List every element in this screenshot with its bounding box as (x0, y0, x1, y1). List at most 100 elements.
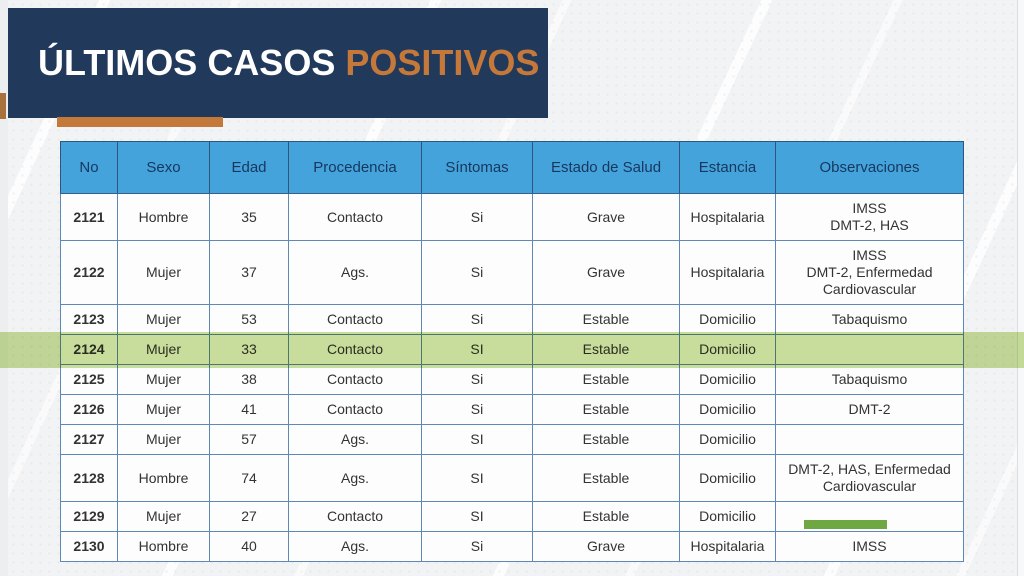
slide-right-margin (1017, 0, 1024, 576)
cell-procedencia: Ags. (288, 240, 422, 305)
cell-procedencia: Ags. (288, 531, 422, 562)
page-title: ÚLTIMOS CASOS POSITIVOS (38, 42, 539, 84)
cell-sexo: Mujer (117, 334, 210, 365)
observaciones-line: IMSS (852, 247, 887, 263)
observaciones-line: Cardiovascular (822, 478, 917, 494)
column-header-observaciones: Observaciones (775, 141, 964, 194)
cell-edad: 27 (209, 501, 289, 532)
cell-procedencia: Ags. (288, 454, 422, 502)
table-row: 2124 Mujer 33 Contacto SI Estable Domicilio (60, 334, 964, 365)
slide-title-box: ÚLTIMOS CASOS POSITIVOS (8, 8, 548, 118)
column-header-sintomas: Síntomas (421, 141, 533, 194)
page-title-white-part: ÚLTIMOS CASOS (38, 42, 336, 83)
cell-estancia: Domicilio (679, 394, 776, 425)
cell-estado: Estable (532, 501, 680, 532)
cell-estado: Grave (532, 531, 680, 562)
cell-sintomas: Si (421, 240, 533, 305)
observaciones-line: IMSS (852, 538, 887, 554)
column-header-edad: Edad (209, 141, 289, 194)
cell-no: 2121 (60, 193, 118, 241)
cell-observaciones: DMT-2 (775, 394, 964, 425)
observaciones-line: DMT-2 (848, 401, 891, 417)
cell-sintomas: SI (421, 454, 533, 502)
cell-observaciones: IMSS (775, 531, 964, 562)
cell-estado: Estable (532, 394, 680, 425)
table-body: 2121 Hombre 35 Contacto Si Grave Hospitalaria I… (60, 193, 964, 562)
cell-observaciones (775, 501, 964, 532)
table-row: 2126 Mujer 41 Contacto Si Estable Domicilio DMT… (60, 394, 964, 425)
table-header-row: No Sexo Edad Procedencia Síntomas Estado de S… (60, 141, 964, 194)
cell-estancia: Domicilio (679, 304, 776, 335)
cell-estado: Grave (532, 193, 680, 241)
observaciones-line: Cardiovascular (822, 281, 917, 297)
cell-estancia: Hospitalaria (679, 531, 776, 562)
cell-observaciones (775, 424, 964, 455)
cell-estado: Estable (532, 424, 680, 455)
cell-observaciones: IMSS DMT-2, HAS (775, 193, 964, 241)
table-row: 2130 Hombre 40 Ags. Si Grave Hospitalaria IMSS (60, 531, 964, 562)
cell-estado: Grave (532, 240, 680, 305)
cell-no: 2122 (60, 240, 118, 305)
cell-estado: Estable (532, 364, 680, 395)
column-header-sexo: Sexo (117, 141, 210, 194)
cases-table: No Sexo Edad Procedencia Síntomas Estado de S… (60, 141, 964, 562)
observaciones-line: Tabaquismo (831, 311, 908, 327)
cell-edad: 37 (209, 240, 289, 305)
cell-sexo: Hombre (117, 193, 210, 241)
table-row: 2122 Mujer 37 Ags. Si Grave Hospitalaria IMSS DM… (60, 240, 964, 305)
cell-sexo: Hombre (117, 531, 210, 562)
green-marker-bar (804, 520, 887, 529)
cell-estancia: Domicilio (679, 334, 776, 365)
cell-sexo: Mujer (117, 364, 210, 395)
cell-edad: 41 (209, 394, 289, 425)
cell-estancia: Hospitalaria (679, 193, 776, 241)
cell-sintomas: SI (421, 334, 533, 365)
cell-estado: Estable (532, 454, 680, 502)
cell-sexo: Mujer (117, 394, 210, 425)
cell-estancia: Domicilio (679, 364, 776, 395)
cell-estancia: Domicilio (679, 501, 776, 532)
table-header: No Sexo Edad Procedencia Síntomas Estado de S… (60, 141, 964, 194)
cell-procedencia: Contacto (288, 501, 422, 532)
column-header-estado: Estado de Salud (532, 141, 680, 194)
cell-edad: 57 (209, 424, 289, 455)
cell-edad: 53 (209, 304, 289, 335)
cell-observaciones: IMSS DMT-2, Enfermedad Cardiovascular (775, 240, 964, 305)
decorative-orange-sliver (0, 93, 6, 119)
cell-estancia: Domicilio (679, 424, 776, 455)
table-row: 2121 Hombre 35 Contacto Si Grave Hospitalaria I… (60, 193, 964, 241)
cell-sintomas: Si (421, 531, 533, 562)
cell-sintomas: Si (421, 304, 533, 335)
cell-no: 2126 (60, 394, 118, 425)
observaciones-line: DMT-2, HAS (830, 217, 909, 233)
column-header-no: No (60, 141, 118, 194)
cell-observaciones: DMT-2, HAS, Enfermedad Cardiovascular (775, 454, 964, 502)
cell-no: 2125 (60, 364, 118, 395)
cell-no: 2123 (60, 304, 118, 335)
column-header-procedencia: Procedencia (288, 141, 422, 194)
cell-observaciones: Tabaquismo (775, 304, 964, 335)
cell-edad: 74 (209, 454, 289, 502)
cell-sexo: Hombre (117, 454, 210, 502)
cell-procedencia: Contacto (288, 304, 422, 335)
cell-sexo: Mujer (117, 501, 210, 532)
cell-edad: 38 (209, 364, 289, 395)
column-header-estancia: Estancia (679, 141, 776, 194)
cell-estancia: Domicilio (679, 454, 776, 502)
cell-no: 2128 (60, 454, 118, 502)
slide-left-margin (0, 0, 8, 576)
cell-no: 2124 (60, 334, 118, 365)
table-row: 2125 Mujer 38 Contacto Si Estable Domicilio Tab… (60, 364, 964, 395)
observaciones-line: Tabaquismo (831, 371, 908, 387)
cell-edad: 33 (209, 334, 289, 365)
table-row: 2129 Mujer 27 Contacto SI Estable Domicilio (60, 501, 964, 532)
cell-sintomas: Si (421, 394, 533, 425)
title-accent-bar (57, 117, 223, 127)
cell-sintomas: Si (421, 193, 533, 241)
cell-sexo: Mujer (117, 304, 210, 335)
cell-sintomas: SI (421, 424, 533, 455)
cell-procedencia: Contacto (288, 334, 422, 365)
cell-sexo: Mujer (117, 240, 210, 305)
table-row: 2123 Mujer 53 Contacto Si Estable Domicilio Tab… (60, 304, 964, 335)
cell-no: 2130 (60, 531, 118, 562)
